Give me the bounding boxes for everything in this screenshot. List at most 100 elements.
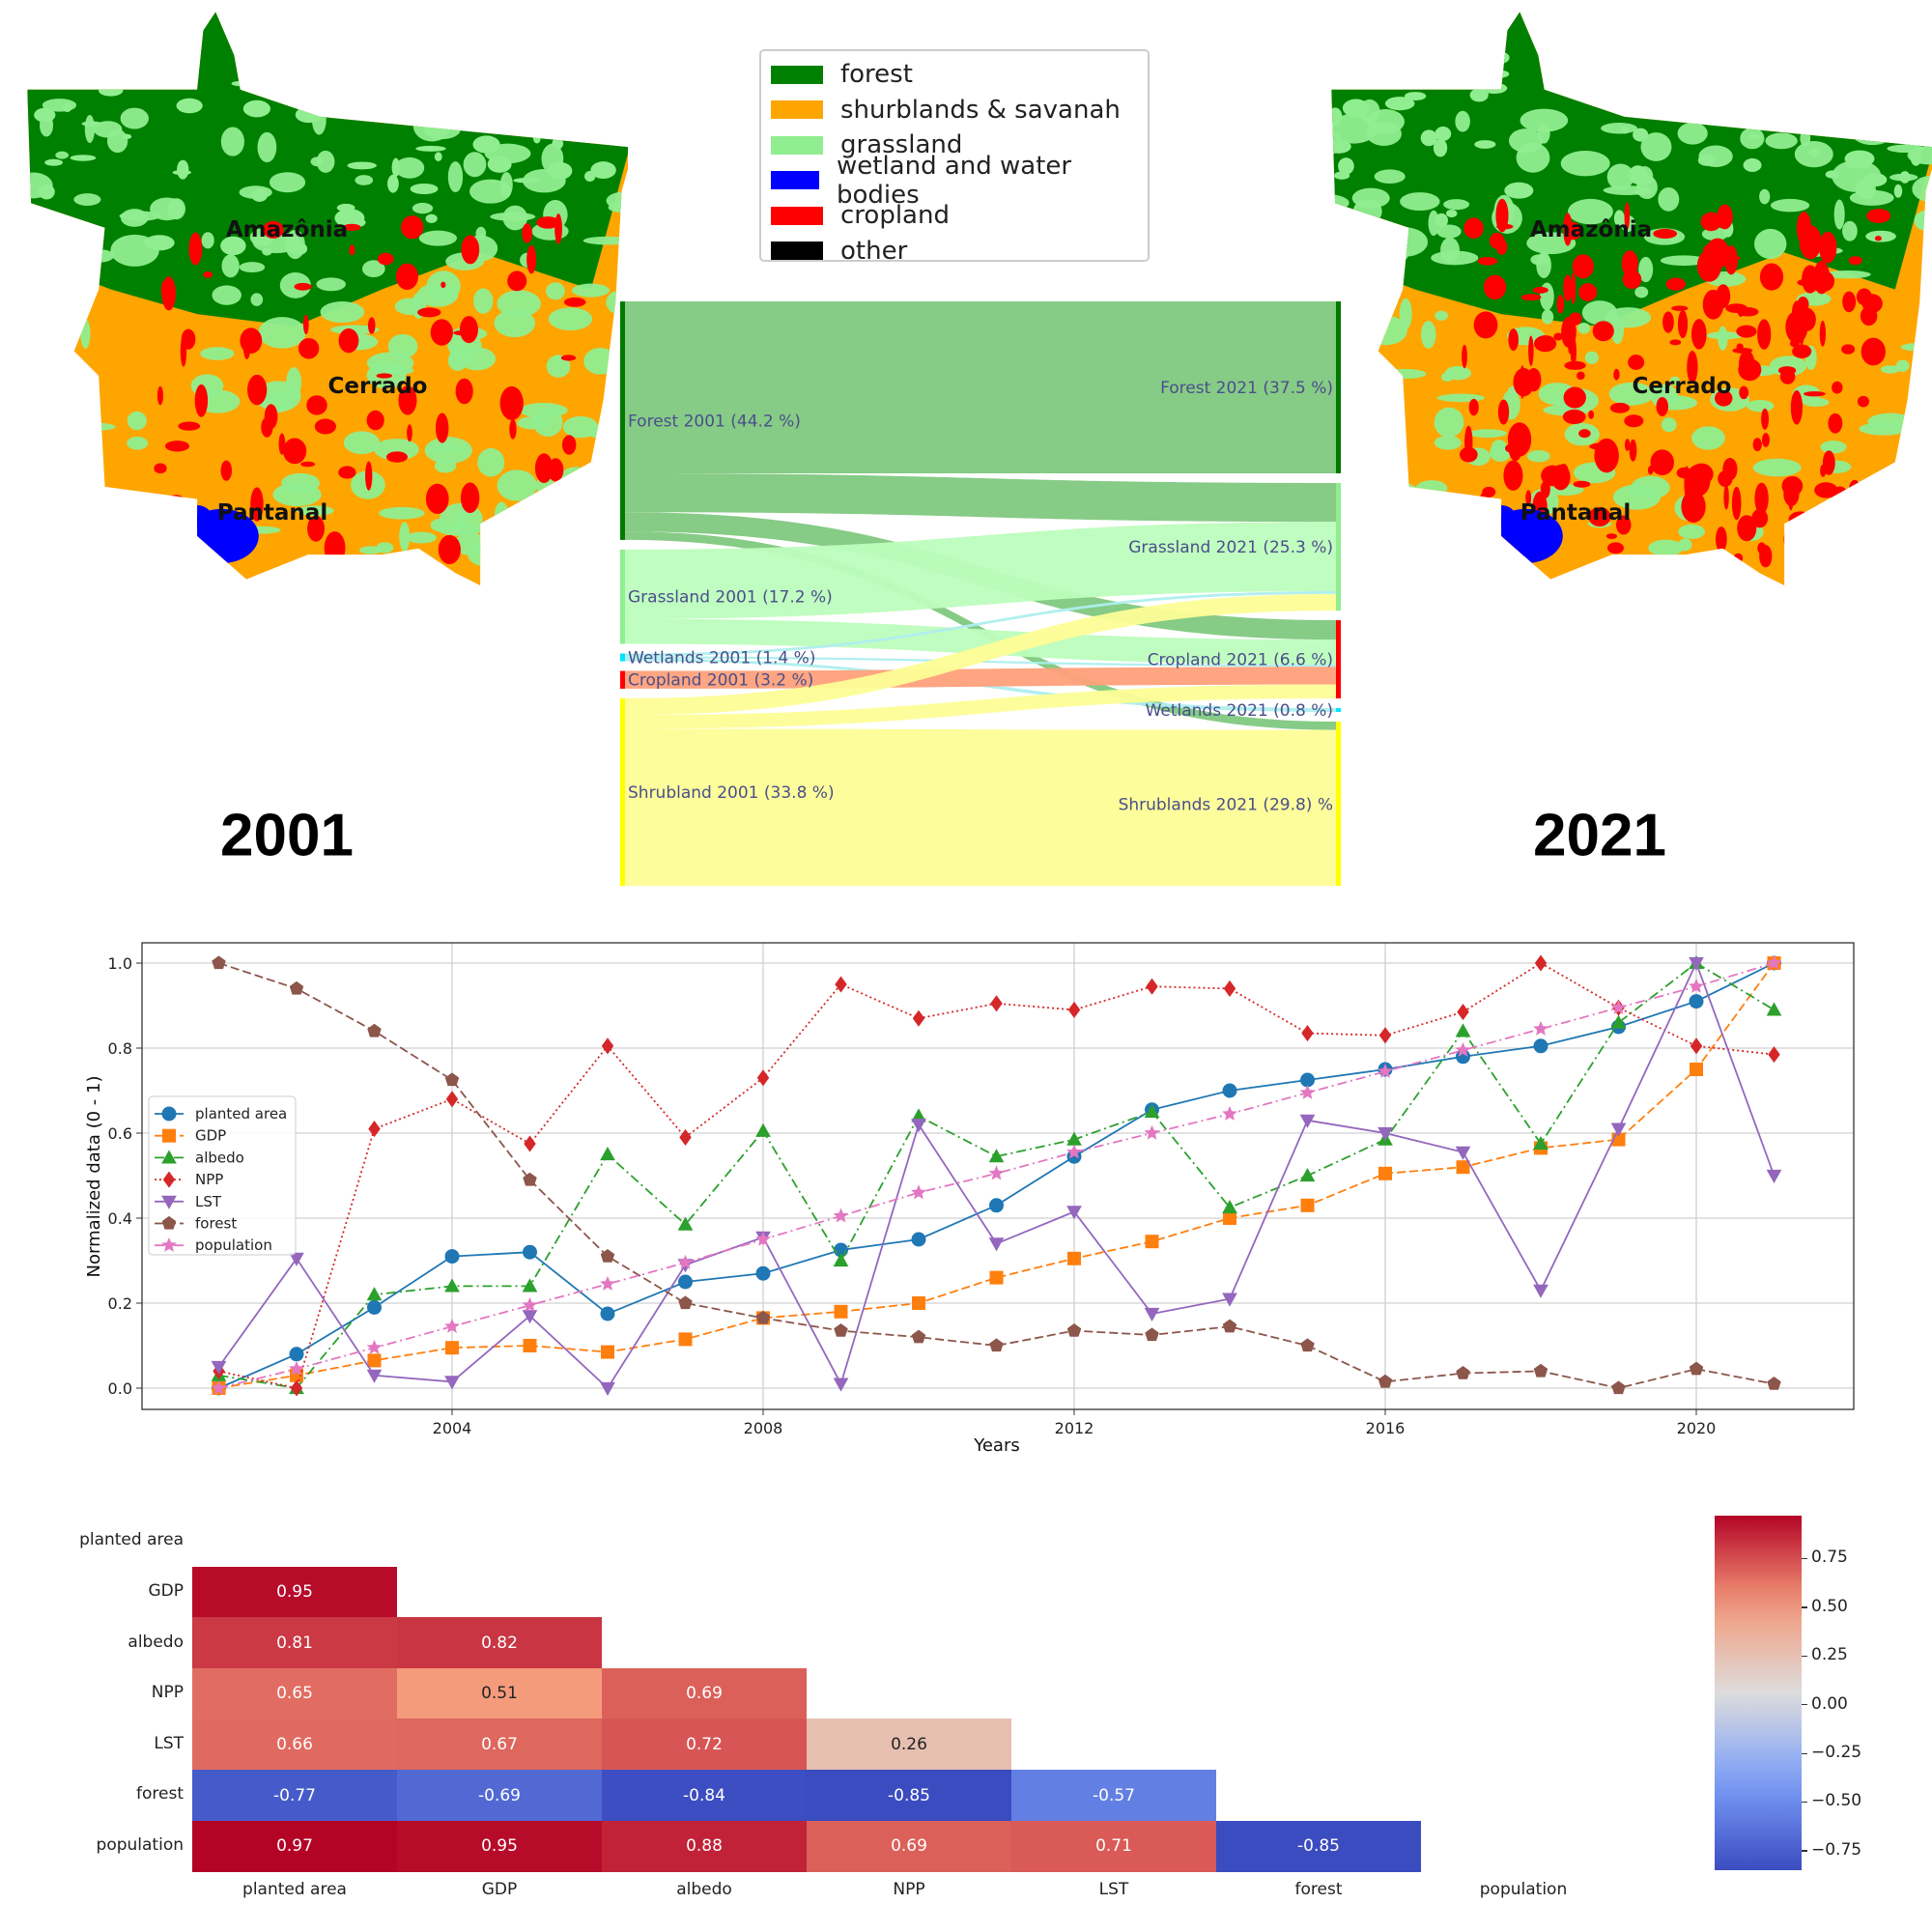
grassland-patch bbox=[1691, 96, 1708, 116]
grassland-patch bbox=[1825, 170, 1840, 179]
grassland-patch bbox=[1338, 157, 1354, 175]
data-point bbox=[1766, 1169, 1782, 1184]
grassland-patch bbox=[112, 546, 145, 571]
data-point bbox=[679, 1128, 692, 1146]
grassland-patch bbox=[1824, 270, 1871, 279]
grassland-patch bbox=[27, 355, 63, 385]
grassland-patch bbox=[1474, 140, 1496, 149]
cropland-patch bbox=[1508, 431, 1523, 462]
legend-label: planted area bbox=[195, 1105, 287, 1122]
data-point bbox=[1066, 1131, 1082, 1146]
data-point bbox=[1690, 1037, 1703, 1055]
row-label: albedo bbox=[128, 1632, 184, 1652]
grassland-patch bbox=[1541, 309, 1554, 325]
grassland-patch bbox=[1797, 538, 1827, 552]
grassland-patch bbox=[1747, 133, 1761, 140]
data-point bbox=[1689, 994, 1704, 1009]
heatmap-cell: -0.77 bbox=[192, 1770, 397, 1822]
grassland-patch bbox=[1584, 351, 1599, 364]
legend-marker bbox=[162, 1128, 176, 1143]
cropland-patch bbox=[398, 385, 417, 415]
grassland-patch bbox=[1404, 92, 1427, 101]
cropland-patch bbox=[1733, 553, 1744, 563]
grassland-patch bbox=[406, 531, 437, 544]
grassland-patch bbox=[1490, 70, 1510, 78]
data-point bbox=[912, 1009, 925, 1027]
column-label: GDP bbox=[481, 1880, 518, 1899]
data-point bbox=[1300, 1198, 1315, 1212]
cropland-patch bbox=[1718, 470, 1733, 487]
cropland-patch bbox=[1736, 343, 1744, 350]
grassland-patch bbox=[13, 529, 23, 542]
grassland-patch bbox=[387, 174, 399, 193]
data-point bbox=[835, 976, 847, 993]
data-point bbox=[990, 995, 1003, 1012]
legend-item-grassland: grassland bbox=[771, 128, 1138, 163]
grassland-patch bbox=[359, 546, 382, 554]
cropland-patch bbox=[1810, 270, 1835, 293]
cropland-patch bbox=[1737, 515, 1757, 542]
data-point bbox=[211, 1360, 227, 1376]
grassland-patch bbox=[251, 188, 269, 202]
data-point bbox=[1455, 1146, 1471, 1160]
grassland-patch bbox=[510, 12, 540, 19]
cropland-patch bbox=[240, 327, 263, 354]
cropland-patch bbox=[395, 263, 418, 291]
cropland-patch bbox=[1525, 490, 1532, 506]
cropland-patch bbox=[1578, 429, 1591, 439]
x-tick-label: 2008 bbox=[744, 1419, 783, 1437]
grassland-patch bbox=[1455, 110, 1470, 132]
sankey-link-S-to-S bbox=[625, 728, 1336, 886]
grassland-patch bbox=[1444, 366, 1471, 381]
cropland-patch bbox=[1624, 202, 1631, 231]
grassland-patch bbox=[435, 71, 453, 81]
grassland-patch bbox=[1415, 480, 1448, 497]
grassland-patch bbox=[310, 156, 324, 167]
cropland-patch bbox=[1653, 228, 1678, 240]
data-point bbox=[1222, 1105, 1237, 1121]
data-point bbox=[1689, 978, 1704, 993]
grassland-patch bbox=[610, 117, 625, 130]
grassland-patch bbox=[337, 99, 360, 111]
cropland-patch bbox=[376, 373, 393, 379]
grassland-patch bbox=[1654, 561, 1672, 577]
cropland-patch bbox=[1605, 533, 1618, 539]
grassland-patch bbox=[1846, 83, 1878, 98]
data-point bbox=[1145, 1327, 1159, 1342]
grassland-patch bbox=[52, 290, 69, 300]
data-point bbox=[678, 1274, 693, 1290]
legend-label: forest bbox=[195, 1215, 237, 1233]
grassland-patch bbox=[1433, 138, 1448, 157]
cropland-patch bbox=[1508, 328, 1519, 352]
heatmap-cell: 0.88 bbox=[602, 1820, 807, 1872]
data-point bbox=[367, 1023, 382, 1037]
cropland-patch bbox=[1592, 321, 1614, 342]
grassland-patch bbox=[1445, 209, 1458, 218]
legend-marker bbox=[161, 1195, 177, 1209]
region-label-amazonia: Amazônia bbox=[1529, 217, 1653, 242]
cropland-patch bbox=[298, 337, 320, 359]
grassland-patch bbox=[1803, 397, 1830, 407]
cropland-patch bbox=[1564, 360, 1586, 370]
data-point bbox=[367, 1353, 382, 1368]
grassland-patch bbox=[34, 107, 56, 123]
cropland-patch bbox=[1861, 337, 1886, 366]
land-cover-map-2001 bbox=[13, 12, 628, 585]
grassland-patch bbox=[1850, 117, 1895, 146]
cropland-patch bbox=[1842, 291, 1857, 313]
data-point bbox=[1378, 1027, 1392, 1044]
cropland-patch bbox=[342, 223, 361, 231]
colorbar-tick-label: −0.25 bbox=[1811, 1743, 1862, 1762]
cropland-patch bbox=[438, 534, 461, 565]
grassland-patch bbox=[1469, 88, 1489, 102]
grassland-patch bbox=[1752, 458, 1802, 477]
data-point bbox=[1223, 1211, 1236, 1225]
grassland-patch bbox=[1842, 220, 1858, 242]
data-point bbox=[522, 1310, 538, 1324]
grassland-patch bbox=[145, 498, 187, 515]
colorbar-tick-label: −0.50 bbox=[1811, 1791, 1862, 1811]
grassland-patch bbox=[1400, 192, 1440, 212]
data-point bbox=[522, 1278, 538, 1293]
sankey-node-left bbox=[620, 653, 625, 662]
grassland-patch bbox=[220, 127, 244, 156]
